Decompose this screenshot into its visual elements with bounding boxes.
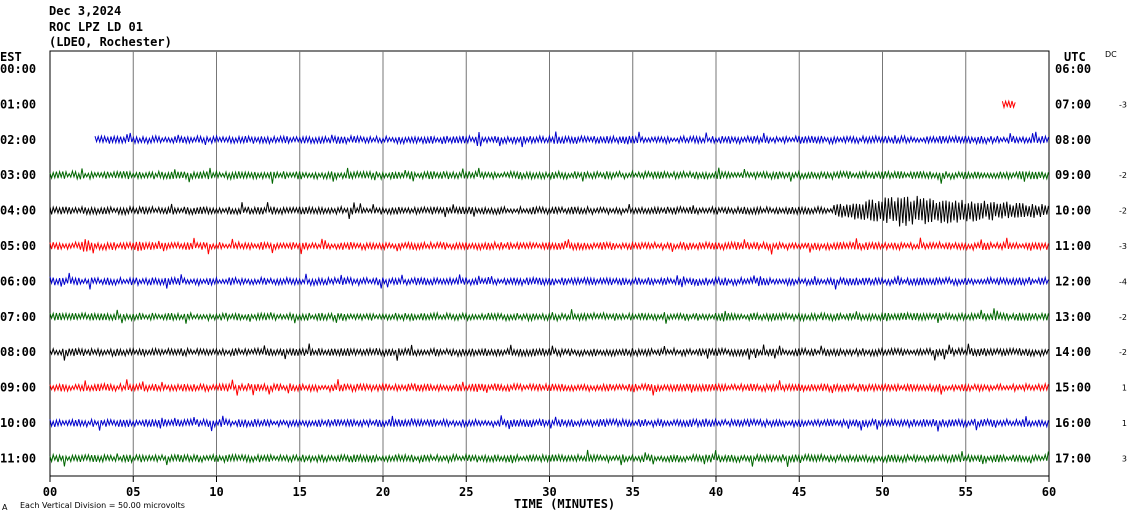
utc-axis-title: UTC bbox=[1064, 50, 1086, 64]
utc-time-label: 14:00 bbox=[1055, 345, 1091, 359]
x-tick-label: 60 bbox=[1042, 485, 1056, 499]
est-time-label: 04:00 bbox=[0, 204, 36, 218]
est-time-label: 08:00 bbox=[0, 345, 36, 359]
dc-offset-label: -4 bbox=[1119, 277, 1127, 286]
est-time-label: 05:00 bbox=[0, 239, 36, 253]
x-tick-label: 05 bbox=[126, 485, 140, 499]
utc-time-label: 11:00 bbox=[1055, 239, 1091, 253]
header-date: Dec 3,2024 bbox=[49, 4, 122, 18]
scale-note: Each Vertical Division = 50.00 microvolt… bbox=[20, 501, 185, 510]
utc-time-label: 15:00 bbox=[1055, 381, 1091, 395]
x-tick-label: 10 bbox=[209, 485, 223, 499]
dc-offset-label: 1 bbox=[1122, 419, 1127, 428]
dc-offset-label: 1 bbox=[1122, 384, 1127, 393]
seismic-trace bbox=[49, 343, 1049, 361]
dc-offset-label: -3 bbox=[1119, 242, 1127, 251]
x-tick-label: 00 bbox=[43, 485, 57, 499]
dc-axis-title: DC bbox=[1105, 50, 1117, 59]
x-tick-label: 50 bbox=[875, 485, 889, 499]
utc-time-label: 17:00 bbox=[1055, 451, 1091, 465]
est-time-label: 06:00 bbox=[0, 274, 36, 288]
utc-time-label: 08:00 bbox=[1055, 133, 1091, 147]
seismic-trace bbox=[49, 308, 1049, 324]
header-station: ROC LPZ LD 01 bbox=[49, 20, 143, 34]
est-axis-title: EST bbox=[0, 50, 22, 64]
corner-mark: A bbox=[2, 503, 8, 512]
seismic-trace bbox=[49, 272, 1049, 290]
est-time-label: 10:00 bbox=[0, 416, 36, 430]
dc-offset-label: -2 bbox=[1119, 171, 1127, 180]
utc-time-label: 16:00 bbox=[1055, 416, 1091, 430]
utc-time-label: 06:00 bbox=[1055, 62, 1091, 76]
x-tick-label: 20 bbox=[376, 485, 390, 499]
est-time-label: 00:00 bbox=[0, 62, 36, 76]
x-tick-label: 40 bbox=[709, 485, 723, 499]
est-time-label: 11:00 bbox=[0, 451, 36, 465]
dc-offset-label: -2 bbox=[1119, 348, 1127, 357]
est-time-label: 01:00 bbox=[0, 97, 36, 111]
x-tick-label: 25 bbox=[459, 485, 473, 499]
x-tick-label: 35 bbox=[626, 485, 640, 499]
utc-time-label: 12:00 bbox=[1055, 274, 1091, 288]
seismic-trace bbox=[49, 415, 1049, 432]
utc-time-label: 13:00 bbox=[1055, 310, 1091, 324]
est-time-label: 07:00 bbox=[0, 310, 36, 324]
est-time-label: 02:00 bbox=[0, 133, 36, 147]
header-network: (LDEO, Rochester) bbox=[49, 35, 172, 49]
est-time-label: 09:00 bbox=[0, 381, 36, 395]
seismic-trace bbox=[49, 237, 1049, 255]
utc-time-label: 10:00 bbox=[1055, 204, 1091, 218]
dc-offset-label: 3 bbox=[1122, 454, 1127, 463]
dc-offset-label: -2 bbox=[1119, 313, 1127, 322]
utc-time-label: 07:00 bbox=[1055, 97, 1091, 111]
seismic-trace bbox=[49, 379, 1049, 396]
seismic-trace bbox=[1001, 99, 1016, 110]
est-time-label: 03:00 bbox=[0, 168, 36, 182]
seismic-trace bbox=[49, 167, 1049, 184]
x-tick-label: 15 bbox=[293, 485, 307, 499]
dc-offset-label: -2 bbox=[1119, 207, 1127, 216]
seismic-trace bbox=[49, 195, 1049, 227]
x-tick-label: 30 bbox=[542, 485, 556, 499]
seismic-trace bbox=[49, 449, 1049, 467]
x-tick-label: 45 bbox=[792, 485, 806, 499]
x-axis-title: TIME (MINUTES) bbox=[514, 497, 616, 511]
x-tick-label: 55 bbox=[959, 485, 973, 499]
dc-offset-label: -3 bbox=[1119, 100, 1127, 109]
utc-time-label: 09:00 bbox=[1055, 168, 1091, 182]
seismic-trace bbox=[94, 131, 1050, 148]
